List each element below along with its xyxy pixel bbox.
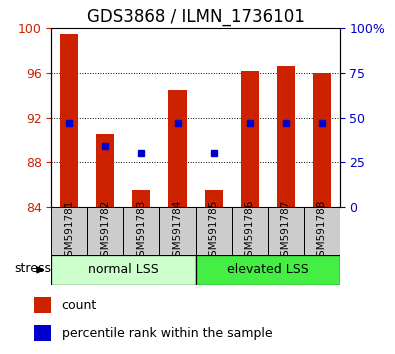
Bar — [169, 90, 186, 207]
Bar — [34, 325, 51, 341]
Text: GSM591787: GSM591787 — [280, 199, 291, 263]
Bar — [160, 207, 196, 255]
Bar — [132, 190, 150, 207]
Title: GDS3868 / ILMN_1736101: GDS3868 / ILMN_1736101 — [87, 8, 305, 25]
Bar — [313, 73, 331, 207]
Bar — [241, 71, 259, 207]
Bar — [123, 207, 160, 255]
Bar — [267, 207, 304, 255]
Text: GSM591781: GSM591781 — [64, 199, 74, 263]
Text: GSM591786: GSM591786 — [245, 199, 255, 263]
Bar — [60, 34, 78, 207]
Text: GSM591783: GSM591783 — [136, 199, 147, 263]
Bar — [276, 66, 295, 207]
Bar — [304, 207, 340, 255]
Text: count: count — [62, 298, 97, 312]
Text: GSM591784: GSM591784 — [173, 199, 182, 263]
Bar — [196, 255, 340, 285]
Bar — [231, 207, 267, 255]
Bar — [51, 255, 196, 285]
Bar — [87, 207, 123, 255]
Text: GSM591785: GSM591785 — [209, 199, 218, 263]
Bar — [51, 207, 87, 255]
Text: percentile rank within the sample: percentile rank within the sample — [62, 327, 272, 340]
Text: elevated LSS: elevated LSS — [227, 263, 308, 276]
Bar — [205, 190, 222, 207]
Bar — [34, 297, 51, 313]
Bar — [196, 207, 231, 255]
Text: GSM591782: GSM591782 — [100, 199, 111, 263]
Text: normal LSS: normal LSS — [88, 263, 159, 276]
Text: GSM591788: GSM591788 — [317, 199, 327, 263]
Bar — [96, 135, 115, 207]
Text: stress: stress — [14, 262, 51, 275]
